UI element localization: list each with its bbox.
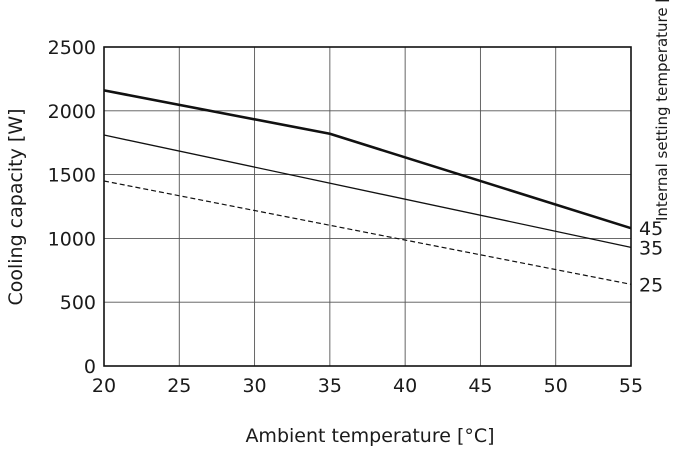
x-tick-label: 50	[544, 375, 568, 397]
grid-lines	[103, 46, 632, 367]
x-tick-label: 45	[468, 375, 492, 397]
x-tick-label: 30	[242, 375, 266, 397]
legend-title: Internal setting temperature [°C]	[653, 0, 671, 221]
series-label-25: 25	[639, 274, 663, 296]
x-tick-label: 20	[92, 375, 116, 397]
y-tick-label: 1000	[48, 228, 96, 250]
series-line-25	[103, 180, 632, 285]
y-tick-label: 0	[84, 356, 96, 378]
x-tick-label: 35	[318, 375, 342, 397]
y-tick-label: 2500	[48, 37, 96, 59]
series-label-45: 45	[639, 218, 663, 240]
y-tick-label: 1500	[48, 165, 96, 187]
series-line-45	[103, 89, 632, 230]
y-tick-labels: 0 500 1000 1500 2000 2500	[48, 37, 96, 378]
x-tick-labels: 20 25 30 35 40 45 50 55	[92, 375, 643, 397]
y-tick-label: 2000	[48, 101, 96, 123]
series-label-35: 35	[639, 237, 663, 259]
x-tick-label: 25	[167, 375, 191, 397]
y-axis-title: Cooling capacity [W]	[5, 108, 27, 305]
series-line-35	[103, 134, 632, 248]
y-tick-label: 500	[60, 292, 96, 314]
series-lines	[103, 89, 632, 285]
x-tick-label: 55	[619, 375, 643, 397]
plot-frame	[103, 46, 632, 367]
x-axis-title: Ambient temperature [°C]	[245, 425, 494, 447]
x-tick-label: 40	[393, 375, 417, 397]
